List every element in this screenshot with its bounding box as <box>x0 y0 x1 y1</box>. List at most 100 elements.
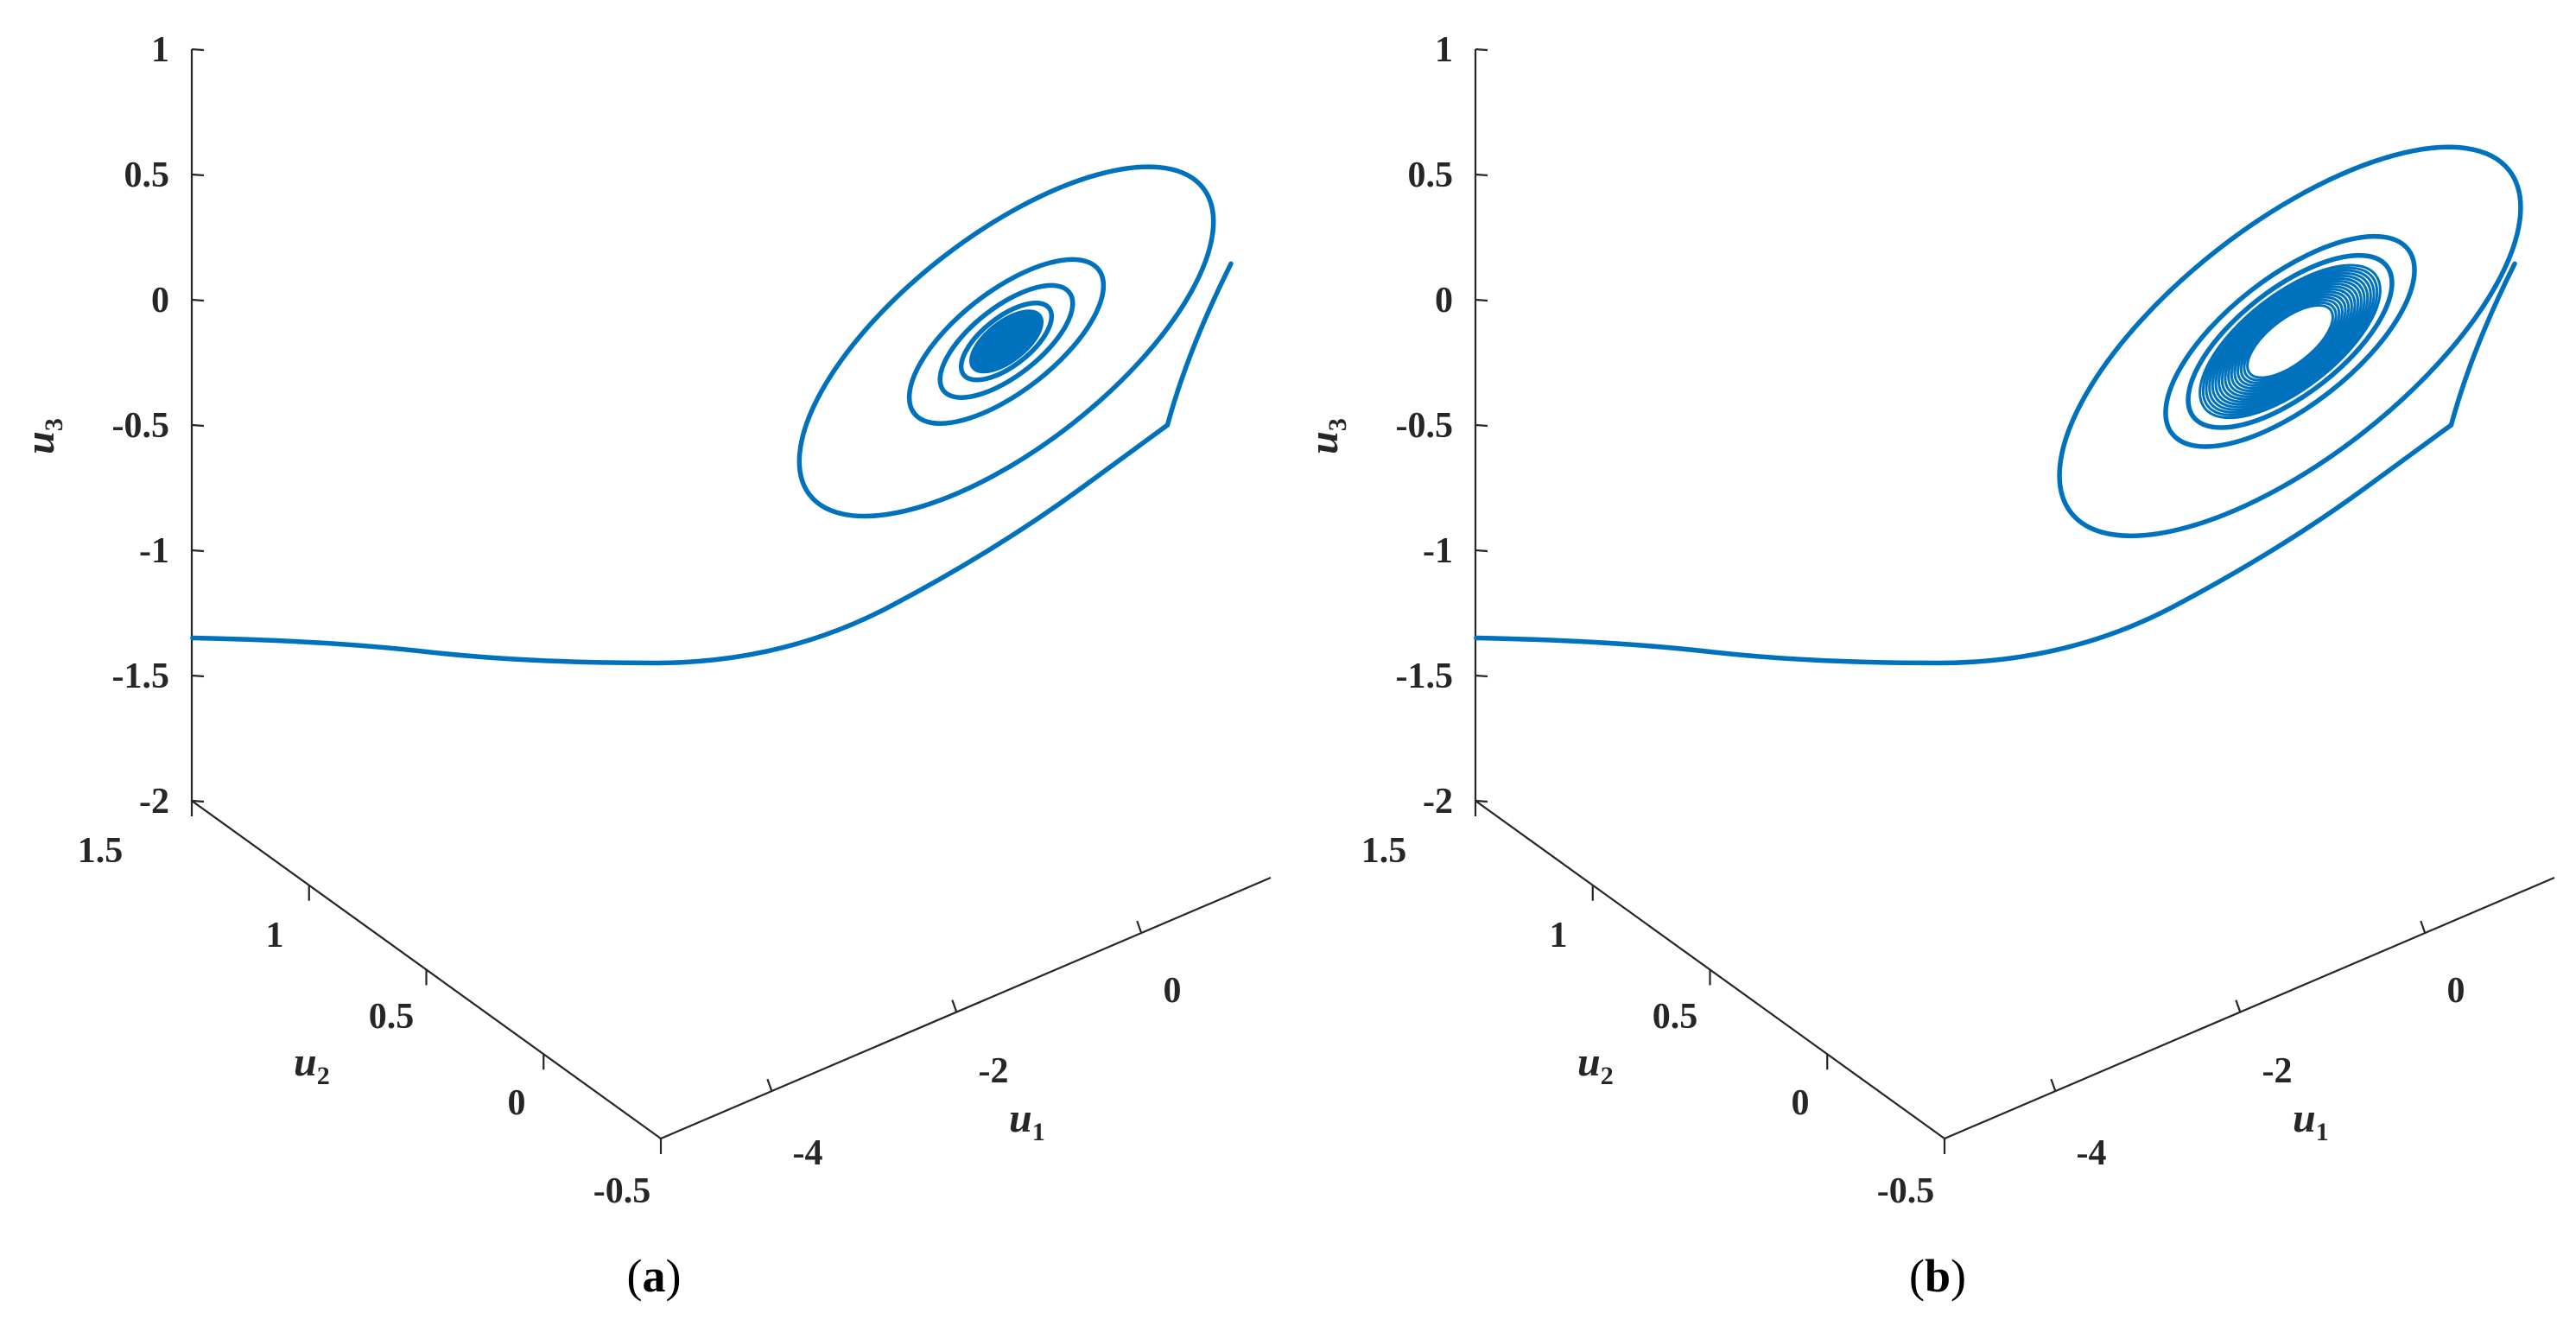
u3-axis-label: u3 <box>17 418 68 454</box>
u3-tick-mark <box>1475 799 1488 803</box>
u1-tick-label: -4 <box>793 1133 823 1173</box>
u2-tick-label: 1.5 <box>1361 831 1407 871</box>
trajectory-ring <box>2057 144 2523 539</box>
u1-axis-label: u1 <box>2293 1095 2329 1146</box>
u1-tick-label: 0 <box>1164 971 1182 1011</box>
u3-tick-mark <box>191 799 205 803</box>
u3-tick-label: -0.5 <box>1396 406 1454 446</box>
u2-axis-label-sub: 2 <box>317 1062 330 1090</box>
trajectory-core-loop <box>2205 269 2376 414</box>
caption-open: ( <box>627 1250 643 1302</box>
caption-open: ( <box>1909 1250 1925 1302</box>
u3-tick-label: -0.5 <box>112 406 170 446</box>
trajectory-core-loop <box>2214 276 2366 406</box>
u3-tick-label: 0 <box>1435 281 1453 320</box>
trajectory-approach <box>190 422 1171 666</box>
u1-tick-mark <box>2420 920 2427 934</box>
trajectory-core-fill <box>986 323 1027 359</box>
trajectory-core-loop <box>2237 295 2344 387</box>
u3-tick-mark <box>191 549 205 553</box>
trajectory-core-loop <box>2233 293 2347 390</box>
u1-axis-label-sub: 1 <box>1032 1118 1045 1146</box>
u2-tick-label: 0 <box>1792 1083 1810 1123</box>
u1-axis-label-main: u <box>2293 1095 2316 1141</box>
u3-tick-mark <box>1475 298 1488 302</box>
u2-tick-label: 1 <box>1550 916 1568 955</box>
trajectory-core-loop <box>2243 301 2338 382</box>
u1-tick-mark <box>2235 999 2242 1012</box>
caption-close: ) <box>666 1250 682 1302</box>
u3-tick-mark <box>191 48 205 52</box>
trajectory-ring <box>2163 233 2417 449</box>
u3-axis-label: u3 <box>1301 418 1352 454</box>
u3-tick-label: -1 <box>1423 531 1453 571</box>
u2-tick-label: -0.5 <box>593 1171 651 1211</box>
caption-letter: b <box>1925 1250 1951 1302</box>
panel-a: -2-1.5-1-0.500.51u3-0.500.511.5u2-4-20u1… <box>17 30 1272 1302</box>
trajectory-approach <box>1474 422 2454 666</box>
trajectory-core-loop <box>2218 280 2363 403</box>
u3-axis-label-sub: 3 <box>1323 418 1352 431</box>
u1-axis-line <box>1944 876 2555 1140</box>
trajectory-ring <box>2186 252 2395 430</box>
u1-axis-line <box>660 876 1272 1140</box>
trajectory-core-loop <box>2246 303 2334 379</box>
trajectory-connector <box>1164 261 1234 428</box>
u1-axis-label-sub: 1 <box>2316 1118 2329 1146</box>
u1-tick-label: 0 <box>2447 971 2465 1011</box>
u3-tick-mark <box>1475 48 1488 52</box>
u3-tick-label: 1 <box>1435 30 1453 70</box>
u1-tick-label: -2 <box>2262 1051 2293 1091</box>
u2-tick-label: 0.5 <box>1653 997 1698 1037</box>
panel-caption: (a) <box>627 1250 682 1302</box>
u3-tick-mark <box>191 423 205 428</box>
u3-tick-label: -2 <box>139 782 169 822</box>
trajectory-core-loop <box>2201 266 2379 417</box>
trajectory-ring <box>796 164 1216 519</box>
u2-axis-label: u2 <box>1577 1039 1614 1090</box>
u3-tick-label: 0.5 <box>124 155 170 195</box>
trajectory-core-loop <box>2208 271 2372 411</box>
u3-tick-label: 0.5 <box>1408 155 1454 195</box>
u3-tick-mark <box>1475 423 1488 428</box>
u3-tick-label: -2 <box>1423 782 1453 822</box>
u2-tick-label: -0.5 <box>1877 1171 1935 1211</box>
trajectory-ring <box>906 257 1107 426</box>
u3-tick-label: 0 <box>151 281 169 320</box>
u1-axis-label: u1 <box>1009 1095 1045 1146</box>
u1-tick-mark <box>2050 1078 2057 1092</box>
u3-tick-mark <box>191 298 205 302</box>
trajectory-core-loop <box>2239 298 2341 384</box>
u3-axis-label-main: u <box>17 431 63 454</box>
trajectory-core-loop <box>2211 274 2370 409</box>
u2-axis-label-sub: 2 <box>1601 1062 1614 1090</box>
panel-caption: (b) <box>1909 1250 1966 1302</box>
u3-tick-label: 1 <box>151 30 169 70</box>
u2-axis-label-main: u <box>294 1039 317 1085</box>
u3-tick-mark <box>1475 173 1488 177</box>
trajectory-connector <box>2448 261 2517 428</box>
u1-tick-label: -2 <box>979 1051 1009 1091</box>
u2-axis-label-main: u <box>1577 1039 1601 1085</box>
trajectory-core-loop <box>2220 282 2360 401</box>
u1-tick-label: -4 <box>2077 1133 2107 1173</box>
u3-tick-label: -1.5 <box>112 657 170 696</box>
u3-tick-label: -1.5 <box>1396 657 1454 696</box>
u2-tick-label: 0.5 <box>369 997 415 1037</box>
u2-tick-label: 0 <box>508 1083 526 1123</box>
u3-axis-label-main: u <box>1301 431 1347 454</box>
u2-tick-label: 1.5 <box>78 831 124 871</box>
panel-b: -2-1.5-1-0.500.51u3-0.500.511.5u2-4-20u1… <box>1301 30 2555 1302</box>
caption-close: ) <box>1951 1250 1966 1302</box>
u1-tick-mark <box>951 999 958 1012</box>
trajectory-ring <box>937 282 1075 400</box>
trajectory-core-loop <box>2227 288 2353 396</box>
u2-axis-label: u2 <box>294 1039 330 1090</box>
u3-tick-mark <box>191 173 205 177</box>
u3-tick-mark <box>1475 549 1488 553</box>
u1-axis-label-main: u <box>1009 1095 1032 1141</box>
caption-letter: a <box>643 1250 666 1302</box>
u3-axis-label-sub: 3 <box>40 418 68 431</box>
trajectory-ring <box>958 301 1055 383</box>
